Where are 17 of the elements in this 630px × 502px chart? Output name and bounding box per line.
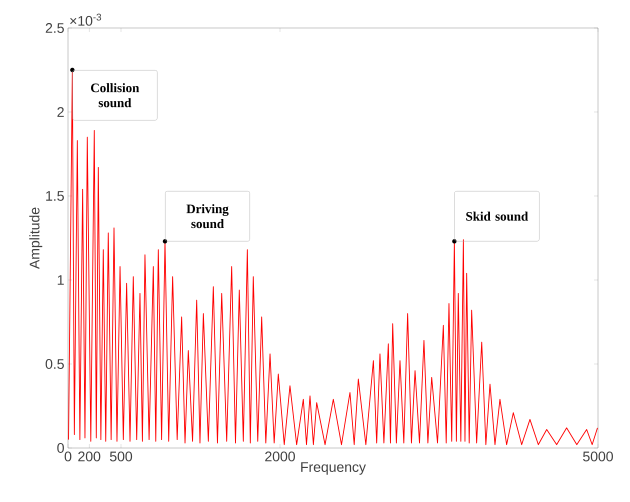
y-tick-label: 2 — [57, 107, 64, 117]
annotation: Collision sound — [91, 83, 140, 108]
y-tick-label: 2.5 — [46, 23, 64, 33]
x-tick-label: 2000 — [265, 452, 295, 462]
x-tick-label: 200 — [78, 452, 100, 462]
x-tick-label: 0 — [64, 452, 72, 462]
y-tick-label: 0.5 — [46, 359, 64, 369]
y-tick-label: 1.5 — [46, 191, 64, 201]
x-axis-title: Frequency — [301, 462, 366, 475]
annotation: Skid sound — [466, 212, 528, 221]
text: ×10$^{-3}$ — [70, 14, 102, 26]
x-tick-label: 5000 — [583, 452, 613, 462]
y-tick-label: 0 — [57, 443, 64, 453]
y-axis-title: Amplitude — [29, 208, 42, 269]
x-tick-label: 500 — [110, 452, 132, 462]
annotation: Driving sound — [186, 204, 229, 228]
y-tick-label: 1 — [58, 275, 64, 285]
